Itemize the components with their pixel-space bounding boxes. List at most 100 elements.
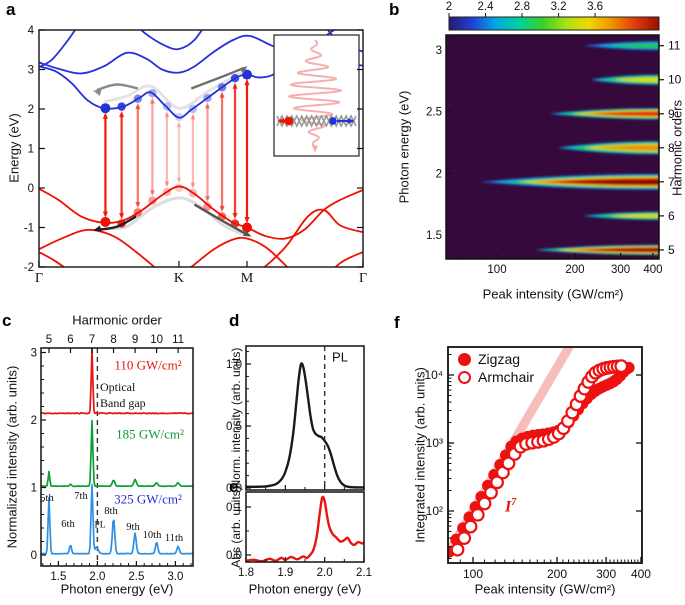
intensity-110-annotation: 110 GW/cm² [114,357,182,373]
panel-b-right-axis-title: Harmonic orders [669,99,685,197]
svg-text:0.0: 0.0 [226,550,242,562]
harmonic-5-flame [534,244,659,255]
panel-e-x-axis-title: Photon energy (eV) [248,581,362,597]
panel-c-spectra: 0 1 2 3 1.5 2.0 2.5 3.0 5 6 7 8 9 10 11 [31,334,194,583]
legend-label-armchair: Armchair [478,369,535,385]
svg-text:10⁴: 10⁴ [424,368,443,382]
peak-7th-label: 7th [74,490,88,502]
hole-icon [284,116,294,126]
peak-5th-label: 5th [40,492,54,504]
svg-text:0.5: 0.5 [226,421,242,433]
peak-6th-label: 6th [61,518,75,530]
panel-f-x-axis-title: Peak intensity (GW/cm²) [474,581,616,597]
optical-annotation: Optical [100,380,136,394]
armchair-point [501,456,516,471]
panel-d-label: d [229,311,240,330]
svg-text:2: 2 [31,415,37,427]
power-law-base: I [505,498,512,516]
svg-text:1: 1 [31,483,37,495]
armchair-open-marker-icon [458,370,471,384]
svg-text:5: 5 [46,334,52,346]
panel-c-x-axis-title: Photon energy (eV) [60,581,174,597]
svg-text:1.9: 1.9 [277,567,293,579]
armchair-point [614,359,629,374]
intensity-185-annotation: 185 GW/cm² [116,426,184,442]
spectrum-110 [41,348,193,415]
zigzag-filled-marker-icon [458,352,471,366]
pl-curve [246,362,364,489]
armchair-point [490,475,504,490]
svg-text:9: 9 [132,334,138,346]
spectrum-325 [41,483,193,555]
svg-text:4: 4 [28,25,35,37]
svg-text:2.1: 2.1 [356,567,372,579]
peak-8th-label: 8th [104,505,118,517]
panel-e-label: e [229,477,239,496]
pl-shoulder-label: PL [94,520,106,531]
svg-text:2.0: 2.0 [317,567,333,579]
panel-f-scaling: 10² 10³ 10⁴ 100 200 300 400 [424,346,651,581]
svg-text:400: 400 [631,567,651,581]
svg-text:3.6: 3.6 [587,1,603,13]
svg-text:Γ: Γ [35,271,43,286]
svg-text:10: 10 [668,73,682,87]
panel-a-label: a [6,0,16,19]
svg-text:300: 300 [596,567,616,581]
colorbar [448,16,660,31]
svg-text:1.8: 1.8 [238,567,254,579]
svg-text:100: 100 [487,264,506,276]
panel-b-label: b [389,0,400,19]
svg-text:3: 3 [436,45,442,57]
svg-text:-1: -1 [24,223,34,235]
armchair-point [484,485,498,500]
legend-row-zigzag: Zigzag [458,351,534,367]
harmonic-7-flame [480,173,659,190]
svg-text:3: 3 [28,65,34,77]
panel-f-label: f [394,313,400,332]
interband-transition-arrows [100,69,253,233]
peak-9th-label: 9th [126,521,140,533]
panel-c-top-axis-title: Harmonic order [72,312,162,328]
panel-a-band-structure: -2 -1 0 1 2 3 4 Γ K M Γ [24,25,367,286]
svg-text:1.5: 1.5 [426,230,442,242]
svg-text:1: 1 [28,144,34,156]
intensity-325-annotation: 325 GW/cm² [114,491,182,507]
legend: Zigzag Armchair [458,351,535,385]
panel-c-label: c [2,311,12,330]
svg-text:1.0: 1.0 [226,359,242,371]
harmonic-9-flame [549,108,659,120]
svg-text:3.2: 3.2 [551,1,567,13]
svg-text:100: 100 [463,567,483,581]
svg-text:0.0: 0.0 [226,483,242,495]
panel-a-y-axis-title: Energy (eV) [6,113,22,183]
svg-text:0.1: 0.1 [226,502,242,514]
panel-f-y-axis-title: Integrated intensity (arb. units) [412,367,428,543]
legend-row-armchair: Armchair [458,369,535,385]
laser-pulse-waveform-icon [287,39,343,148]
svg-text:3: 3 [31,348,37,360]
panel-e-y-axis-title: Abs (arb. units) [229,486,243,568]
svg-text:7: 7 [89,334,95,346]
svg-text:10³: 10³ [426,436,443,450]
svg-text:200: 200 [565,264,584,276]
svg-text:11: 11 [668,39,681,53]
svg-text:9: 9 [668,107,675,121]
svg-text:11: 11 [172,334,184,346]
svg-text:2: 2 [28,104,34,116]
peak-11th-label: 11th [164,532,184,544]
svg-text:400: 400 [643,264,662,276]
svg-text:2.5: 2.5 [128,571,144,583]
svg-text:300: 300 [611,264,630,276]
svg-text:10²: 10² [426,504,443,518]
band-gap-annotation: Band gap [100,396,146,410]
armchair-point [463,519,478,534]
harmonic-10-flame [590,74,659,85]
svg-text:2: 2 [436,168,442,180]
panel-e-absorption: 0.0 0.1 1.8 1.9 2.0 2.1 [226,491,372,579]
electron-icon [329,117,337,125]
svg-text:M: M [241,271,254,286]
svg-text:7: 7 [668,175,675,189]
legend-label-zigzag: Zigzag [478,351,521,367]
